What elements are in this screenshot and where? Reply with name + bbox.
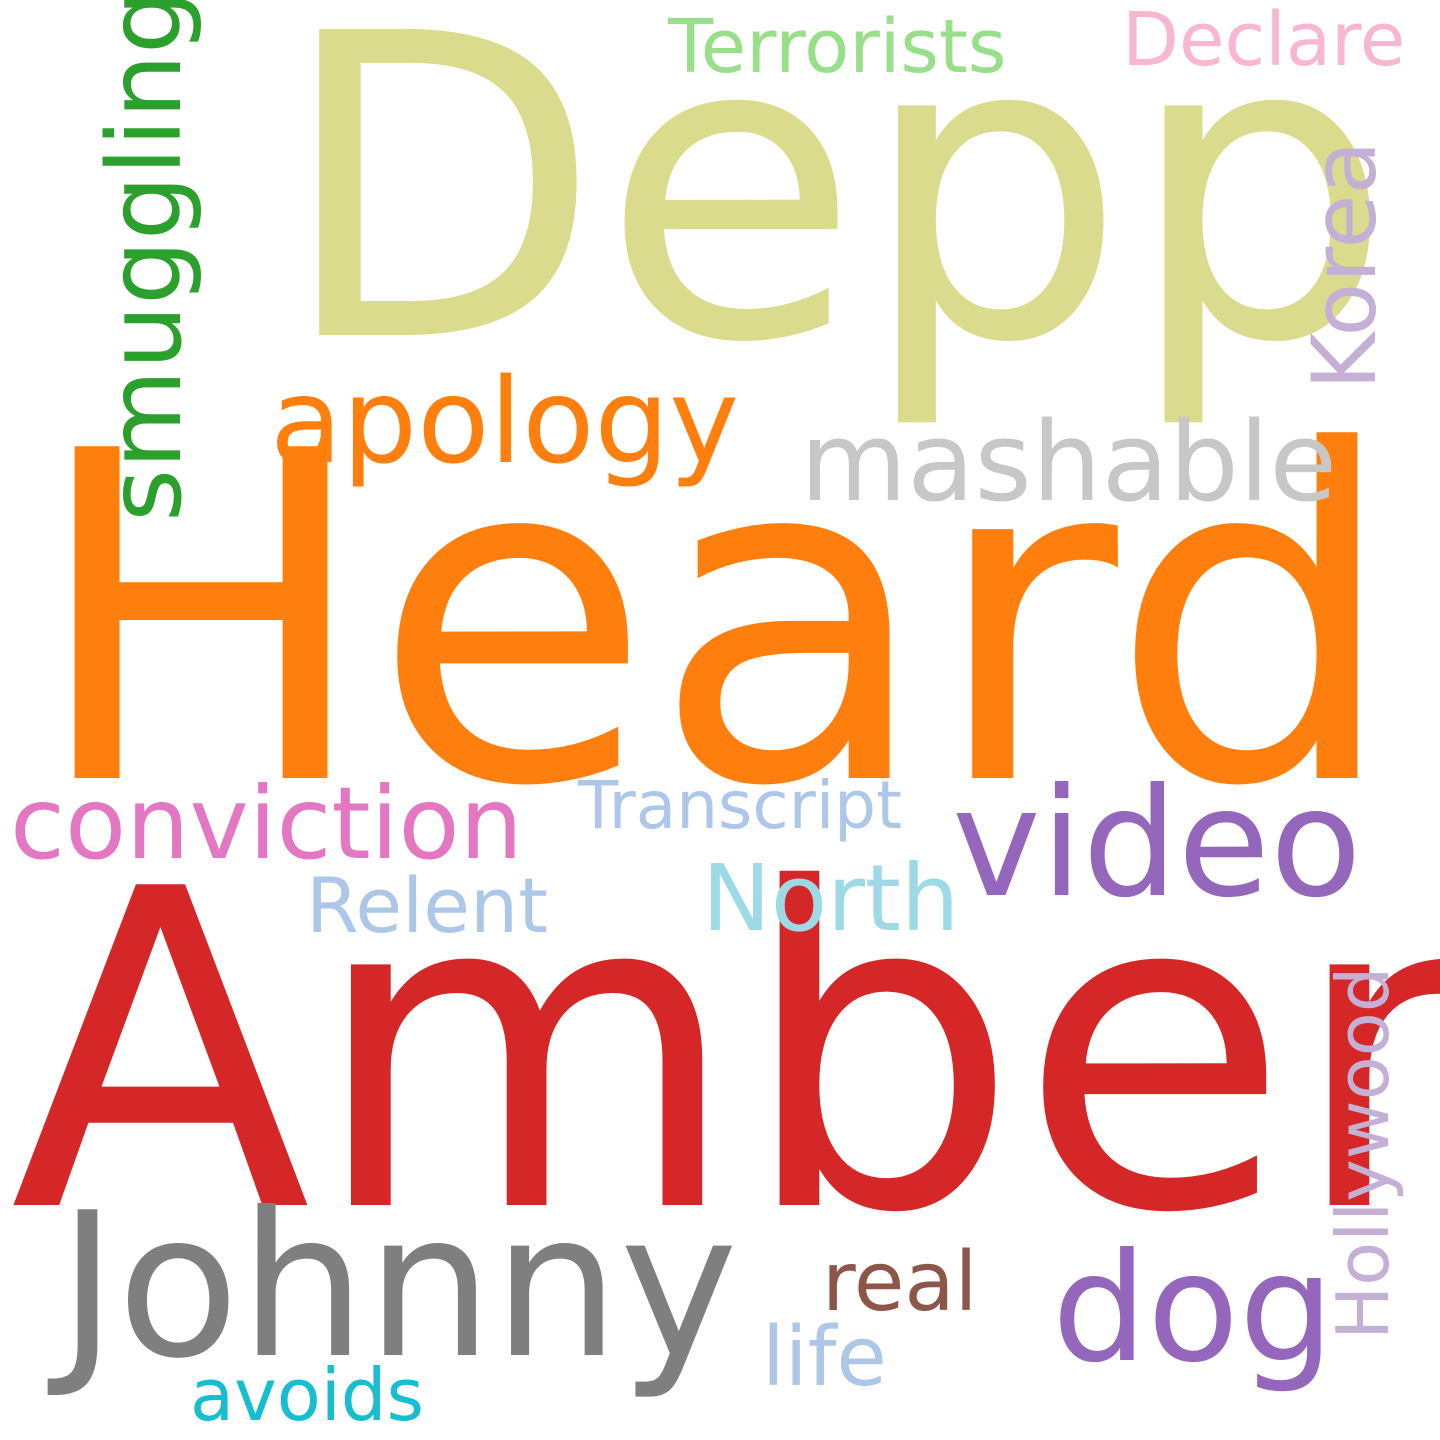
word-dog: dog bbox=[1052, 1222, 1334, 1396]
word-life: life bbox=[762, 1310, 887, 1405]
word-north: North bbox=[702, 845, 959, 952]
word-hollywood: Hollywood bbox=[1321, 967, 1405, 1341]
word-mashable: mashable bbox=[800, 398, 1337, 526]
word-korea: Korea bbox=[1293, 141, 1396, 390]
word-avoids: avoids bbox=[190, 1353, 424, 1437]
word-smuggling: smuggling bbox=[86, 0, 205, 522]
word-heard: Heard bbox=[30, 357, 1399, 886]
word-apology: apology bbox=[270, 352, 739, 490]
word-depp: Depp bbox=[278, 0, 1393, 435]
word-conviction: conviction bbox=[10, 765, 523, 882]
word-amber: Amber bbox=[10, 797, 1440, 1309]
word-relent: Relent bbox=[306, 861, 548, 950]
word-johnny: Johnny bbox=[47, 1170, 738, 1403]
word-real: real bbox=[822, 1235, 977, 1330]
word-video: video bbox=[952, 757, 1362, 931]
word-terrorists: Terrorists bbox=[667, 4, 1006, 90]
word-transcript: Transcript bbox=[577, 767, 902, 844]
word-declare: Declare bbox=[1122, 0, 1405, 83]
